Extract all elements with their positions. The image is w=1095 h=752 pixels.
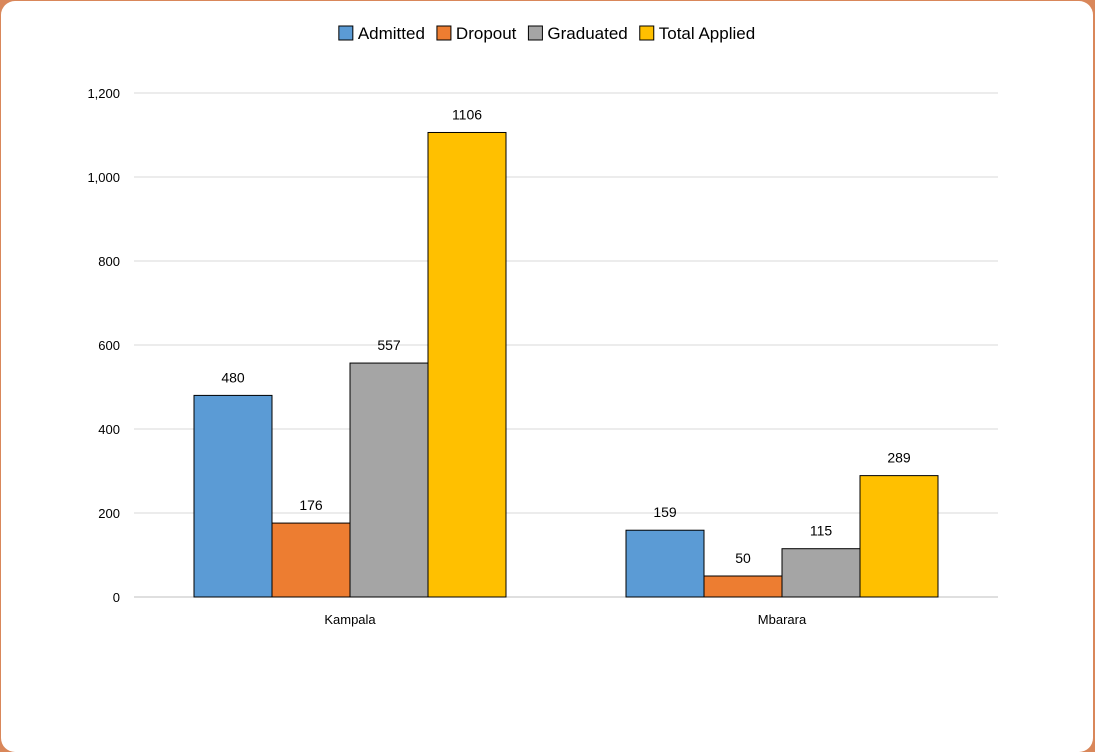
y-axis-ticks: 0 200 400 600 800 1,000 1,200: [87, 86, 120, 605]
legend-swatch-total-applied: [639, 25, 655, 41]
legend-swatch-admitted: [338, 25, 354, 41]
legend-label: Dropout: [456, 24, 517, 43]
grid-lines: [134, 92, 998, 598]
y-tick-label: 1,000: [87, 170, 120, 185]
bar-graduated-mbarara: [781, 548, 861, 598]
data-label: 480: [221, 369, 245, 385]
legend-swatch-dropout: [436, 25, 452, 41]
category-label-mbarara: Mbarara: [758, 612, 807, 627]
legend-label: Total Applied: [659, 24, 755, 43]
y-tick-label: 800: [98, 254, 120, 269]
category-label-kampala: Kampala: [324, 612, 376, 627]
bar-total-applied-kampala: [427, 131, 507, 598]
bar-graduated-kampala: [349, 362, 429, 598]
data-label: 1106: [452, 106, 482, 122]
data-labels: 480 176 557 1106 159 50 115 289: [221, 106, 911, 566]
data-label: 50: [735, 550, 751, 566]
legend-swatch-graduated: [527, 25, 543, 41]
legend-label: Admitted: [358, 24, 425, 43]
bar-dropout-mbarara: [703, 575, 783, 598]
y-tick-label: 400: [98, 422, 120, 437]
x-axis-categories: Kampala Mbarara: [324, 612, 807, 627]
bar-total-applied-mbarara: [859, 475, 939, 598]
bar-admitted-kampala: [193, 394, 273, 598]
y-tick-label: 200: [98, 506, 120, 521]
data-label: 557: [377, 337, 401, 353]
bar-dropout-kampala: [271, 522, 351, 598]
legend-label: Graduated: [547, 24, 627, 43]
y-tick-label: 1,200: [87, 86, 120, 101]
data-label: 176: [299, 497, 323, 513]
bars: [193, 131, 939, 598]
y-tick-label: 0: [113, 590, 120, 605]
bar-admitted-mbarara: [625, 529, 705, 598]
data-label: 289: [887, 450, 911, 466]
y-tick-label: 600: [98, 338, 120, 353]
data-label: 115: [810, 523, 833, 539]
data-label: 159: [653, 504, 677, 520]
legend: Admitted Dropout Graduated Total Applied: [338, 24, 755, 43]
